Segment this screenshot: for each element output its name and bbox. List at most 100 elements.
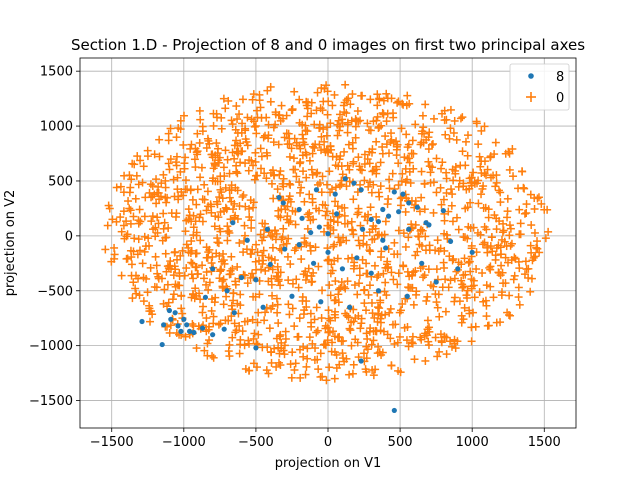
series-0-point bbox=[432, 154, 441, 163]
series-0-point bbox=[239, 191, 248, 200]
series-0-point bbox=[127, 253, 136, 262]
series-0-point bbox=[218, 194, 227, 203]
series-0-point bbox=[347, 318, 356, 327]
series-0-point bbox=[486, 282, 495, 291]
series-0-point bbox=[399, 100, 408, 109]
series-0-point bbox=[285, 152, 294, 161]
series-0-point bbox=[394, 97, 403, 106]
series-0-point bbox=[440, 216, 449, 225]
series-0-point bbox=[398, 299, 407, 308]
series-0-point bbox=[344, 254, 353, 263]
legend-box bbox=[509, 63, 570, 111]
series-0-point bbox=[409, 164, 418, 173]
series-8-point bbox=[375, 288, 382, 294]
series-0-point bbox=[417, 241, 426, 250]
series-0-point bbox=[187, 246, 196, 255]
series-0-point bbox=[504, 311, 513, 320]
series-0-point bbox=[153, 228, 162, 237]
series-0-point bbox=[259, 246, 268, 255]
series-0-point bbox=[353, 290, 362, 299]
series-0-point bbox=[496, 318, 505, 327]
series-0-point bbox=[395, 308, 404, 317]
series-0-point bbox=[311, 344, 320, 353]
series-0-point bbox=[103, 221, 112, 230]
series-0-point bbox=[174, 124, 183, 133]
series-0-point bbox=[403, 91, 412, 100]
series-0-point bbox=[326, 142, 335, 151]
series-0-point bbox=[283, 202, 292, 211]
series-0-point bbox=[372, 137, 381, 146]
series-0-point bbox=[266, 97, 275, 106]
series-0-point bbox=[176, 116, 185, 125]
series-0-point bbox=[186, 186, 195, 195]
series-0-point bbox=[509, 275, 518, 284]
series-0-point bbox=[456, 114, 465, 123]
series-0-point bbox=[258, 343, 267, 352]
series-0-point bbox=[478, 240, 487, 249]
series-0-point bbox=[345, 324, 354, 333]
series-0-point bbox=[333, 131, 342, 140]
series-0-point bbox=[524, 273, 533, 282]
series-0-point bbox=[387, 361, 396, 370]
series-0-point bbox=[469, 281, 478, 290]
y-tick-label: −500 bbox=[37, 284, 73, 299]
series-0-point bbox=[290, 87, 299, 96]
series-0-point bbox=[110, 243, 119, 252]
series-0-point bbox=[145, 241, 154, 250]
series-0-point bbox=[191, 284, 200, 293]
series-0-point bbox=[291, 220, 300, 229]
series-0-point bbox=[267, 179, 276, 188]
series-0-point bbox=[433, 352, 442, 361]
series-0-point bbox=[288, 105, 297, 114]
series-0-point bbox=[216, 208, 225, 217]
series-0-point bbox=[520, 209, 529, 218]
series-0-point bbox=[446, 124, 455, 133]
series-0-point bbox=[385, 149, 394, 158]
series-8-point bbox=[358, 358, 364, 364]
series-0-point bbox=[377, 121, 386, 130]
series-0-point bbox=[465, 309, 474, 318]
series-0-point bbox=[169, 290, 178, 299]
series-0-point bbox=[178, 246, 187, 255]
series-0-point bbox=[253, 318, 262, 327]
series-0-point bbox=[135, 205, 144, 214]
series-0-point bbox=[221, 316, 230, 325]
series-0-point bbox=[343, 277, 352, 286]
series-0-point bbox=[284, 195, 293, 204]
series-0-point bbox=[381, 132, 390, 141]
series-0-point bbox=[138, 178, 147, 187]
series-0-point bbox=[432, 188, 441, 197]
series-0-point bbox=[250, 329, 259, 338]
series-0-point bbox=[448, 256, 457, 265]
series-0-point bbox=[484, 213, 493, 222]
series-0-point bbox=[362, 259, 371, 268]
series-0-point bbox=[469, 168, 478, 177]
series-0-point bbox=[424, 337, 433, 346]
series-0-point bbox=[269, 138, 278, 147]
series-0-point bbox=[411, 197, 420, 206]
series-0-point bbox=[454, 225, 463, 234]
series-0-point bbox=[376, 182, 385, 191]
series-0-point bbox=[491, 182, 500, 191]
series-0-point bbox=[373, 303, 382, 312]
series-8-point bbox=[282, 246, 288, 252]
series-0-point bbox=[447, 201, 456, 210]
series-0-point bbox=[526, 190, 535, 199]
series-0-point bbox=[300, 234, 309, 243]
series-0-point bbox=[288, 206, 297, 215]
series-0-point bbox=[175, 272, 184, 281]
series-0-point bbox=[365, 159, 374, 168]
series-0-point bbox=[354, 353, 363, 362]
series-0-point bbox=[328, 338, 337, 347]
series-0-point bbox=[286, 217, 295, 226]
series-8-point bbox=[351, 180, 357, 186]
series-0-point bbox=[448, 217, 457, 226]
series-0-point bbox=[461, 204, 470, 213]
series-0-point bbox=[522, 265, 531, 274]
series-0-point bbox=[378, 142, 387, 151]
series-0-point bbox=[216, 319, 225, 328]
series-0-point bbox=[236, 340, 245, 349]
series-0-point bbox=[210, 160, 219, 169]
series-0-point bbox=[273, 300, 282, 309]
series-0-point bbox=[505, 165, 514, 174]
